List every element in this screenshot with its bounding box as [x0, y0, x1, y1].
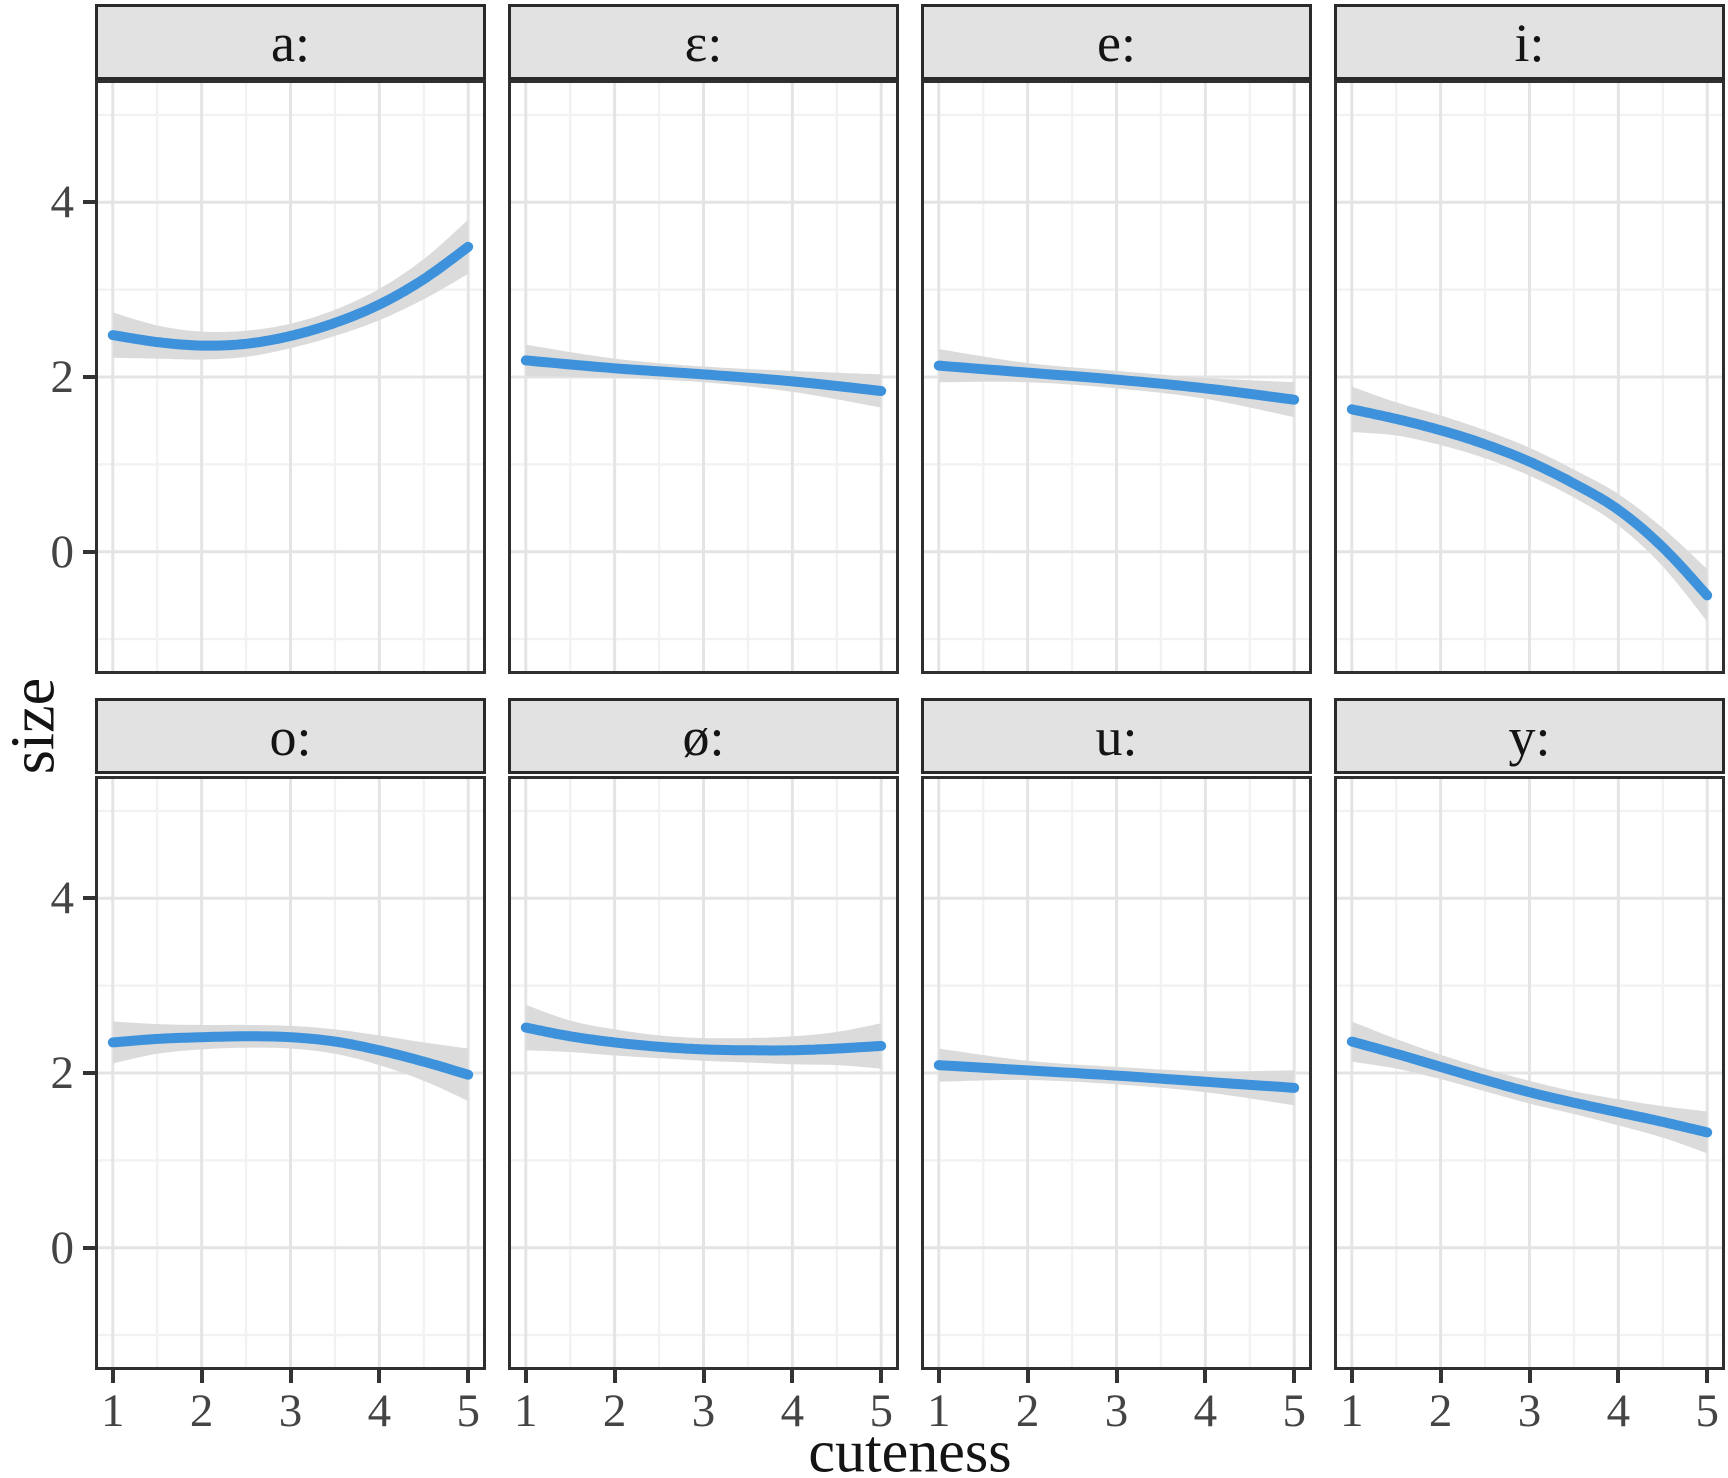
facet-panel-u: [921, 776, 1312, 1370]
x-tick-mark: [1203, 1370, 1208, 1383]
y-tick-mark: [83, 1245, 95, 1250]
x-tick-mark: [701, 1370, 706, 1383]
y-tick-label: 2: [50, 1047, 75, 1099]
y-tick-label: 4: [50, 872, 75, 925]
x-tick-label: 2: [189, 1385, 214, 1437]
x-tick-label: 5: [1695, 1385, 1719, 1437]
x-tick-mark: [110, 1370, 115, 1383]
x-tick-mark: [466, 1370, 471, 1383]
facet-strip-u: u:: [921, 698, 1312, 774]
x-tick-label: 2: [602, 1385, 627, 1437]
x-tick-label: 1: [927, 1385, 951, 1437]
x-tick-mark: [1705, 1370, 1710, 1383]
x-tick-label: 5: [1282, 1385, 1306, 1437]
x-tick-label: 2: [1428, 1385, 1453, 1437]
panel-border: [921, 80, 1312, 674]
y-tick-label: 2: [50, 351, 75, 403]
facet-panel-o: [95, 776, 486, 1370]
facet-label-y: y:: [1508, 707, 1551, 767]
facet-label-oslash: ø:: [682, 707, 725, 767]
smooth-line: [1346, 404, 1713, 601]
x-tick-label: 1: [514, 1385, 538, 1437]
facet-label-epsilon: ɛ:: [684, 13, 723, 73]
y-tick-label: 0: [50, 1221, 75, 1274]
facet-panel-y: [1334, 776, 1725, 1370]
facet-strip-epsilon: ɛ:: [508, 4, 899, 80]
panel-border: [1334, 80, 1725, 674]
smooth-line: [933, 1060, 1300, 1093]
facet-label-a: a:: [271, 13, 310, 73]
x-tick-mark: [1616, 1370, 1621, 1383]
y-tick-mark: [83, 375, 95, 379]
facet-strip-y: y:: [1334, 698, 1725, 774]
y-tick-mark: [83, 1071, 95, 1075]
panel-border: [95, 776, 486, 1370]
facet-strip-e: e:: [921, 4, 1312, 80]
x-tick-label: 3: [1517, 1385, 1542, 1437]
smooth-line: [933, 360, 1300, 405]
smooth-line: [520, 1022, 887, 1056]
smooth-line: [520, 355, 887, 396]
facet-label-e: e:: [1097, 13, 1136, 73]
x-tick-label: 1: [101, 1385, 125, 1437]
x-tick-mark: [879, 1370, 884, 1383]
x-tick-mark: [1292, 1370, 1297, 1383]
panel-border: [95, 80, 486, 674]
x-tick-mark: [377, 1370, 382, 1383]
x-tick-mark: [790, 1370, 795, 1383]
facet-panel-i: [1334, 80, 1725, 674]
facet-strip-o: o:: [95, 698, 486, 774]
x-tick-label: 4: [367, 1385, 392, 1437]
x-tick-label: 4: [1606, 1385, 1631, 1437]
facet-strip-a: a:: [95, 4, 486, 80]
facet-panel-e: [921, 80, 1312, 674]
smooth-line: [107, 241, 474, 351]
x-tick-mark: [199, 1370, 204, 1383]
x-axis-title: cuteness: [808, 1418, 1012, 1478]
facet-label-u: u:: [1095, 707, 1138, 767]
y-tick-mark: [83, 549, 95, 554]
confidence-band: [1351, 386, 1708, 622]
panel-border: [921, 776, 1312, 1370]
y-tick-label: 0: [50, 525, 75, 578]
x-tick-mark: [936, 1370, 941, 1383]
y-tick-mark: [83, 896, 95, 901]
x-tick-mark: [612, 1370, 617, 1383]
panel-border: [1334, 776, 1725, 1370]
y-axis-title: size: [0, 677, 68, 775]
smooth-line: [1346, 1036, 1713, 1138]
facet-panel-epsilon: [508, 80, 899, 674]
x-tick-mark: [1349, 1370, 1354, 1383]
x-tick-label: 4: [780, 1385, 805, 1437]
facet-panel-oslash: [508, 776, 899, 1370]
x-tick-label: 4: [1193, 1385, 1218, 1437]
x-tick-label: 5: [869, 1385, 893, 1437]
panel-border: [508, 80, 899, 674]
x-tick-label: 2: [1015, 1385, 1040, 1437]
facet-panel-a: [95, 80, 486, 674]
panel-border: [508, 776, 899, 1370]
x-tick-label: 1: [1340, 1385, 1364, 1437]
facet-label-i: i:: [1514, 13, 1545, 73]
x-tick-mark: [1527, 1370, 1532, 1383]
smooth-line: [107, 1031, 474, 1080]
x-tick-mark: [1438, 1370, 1443, 1383]
x-tick-mark: [523, 1370, 528, 1383]
x-tick-label: 5: [456, 1385, 480, 1437]
y-tick-label: 4: [50, 176, 75, 229]
x-tick-label: 3: [691, 1385, 716, 1437]
facet-strip-oslash: ø:: [508, 698, 899, 774]
x-tick-mark: [1114, 1370, 1119, 1383]
facet-label-o: o:: [269, 707, 312, 767]
x-tick-mark: [1025, 1370, 1030, 1383]
facet-strip-i: i:: [1334, 4, 1725, 80]
y-tick-mark: [83, 200, 95, 205]
x-tick-label: 3: [278, 1385, 303, 1437]
x-tick-mark: [288, 1370, 293, 1383]
x-tick-label: 3: [1104, 1385, 1129, 1437]
